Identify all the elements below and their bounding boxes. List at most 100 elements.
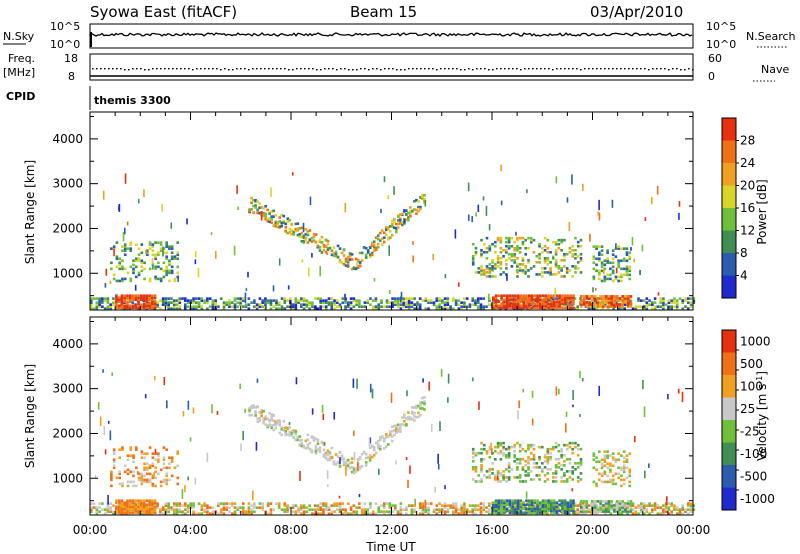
echo-cell — [527, 457, 530, 461]
echo-cell — [609, 464, 612, 468]
echo-cell — [440, 299, 444, 302]
echo-cell — [164, 297, 168, 300]
echo-cell — [525, 507, 528, 511]
echo-cell — [121, 277, 124, 281]
echo-cell — [128, 294, 132, 298]
echo-cell — [168, 269, 171, 273]
echo-cell — [413, 297, 416, 300]
echo-cell — [550, 511, 553, 515]
echo-cell — [278, 423, 282, 427]
echo-cell — [175, 508, 179, 511]
echo-cell — [569, 503, 572, 507]
echo-cell — [286, 231, 290, 235]
nave-dot — [176, 68, 178, 70]
echo-cell — [648, 504, 651, 507]
echo-cell — [532, 447, 536, 451]
nave-dot — [200, 68, 202, 70]
echo-cell — [492, 509, 495, 513]
echo-cell — [499, 267, 503, 270]
echo-cell — [590, 512, 593, 515]
echo-cell — [292, 233, 296, 236]
echo-cell — [347, 502, 350, 505]
echo-cell — [360, 305, 364, 308]
echo-cell — [117, 509, 121, 513]
echo-cell — [443, 307, 447, 310]
echo-cell — [378, 239, 382, 242]
echo-cell — [344, 297, 347, 300]
echo-cell — [662, 301, 665, 304]
nave-dot — [488, 69, 490, 71]
echo-cell — [576, 240, 580, 244]
echo-cell — [628, 251, 632, 255]
echo-cell — [312, 436, 316, 439]
echo-cell — [518, 449, 522, 453]
echo-cell — [554, 441, 558, 445]
echo-cell — [487, 512, 491, 515]
echo-cell — [170, 506, 173, 509]
echo-cell — [574, 267, 577, 270]
echo-cell — [145, 300, 149, 304]
echo-cell — [549, 267, 552, 270]
echo-cell — [294, 229, 298, 233]
echo-cell — [603, 456, 607, 460]
echo-cell — [514, 511, 517, 515]
echo-cell — [569, 509, 572, 513]
echo-cell — [403, 222, 406, 225]
echo-cell — [516, 468, 519, 471]
echo-cell — [95, 506, 99, 509]
echo-cell — [667, 307, 671, 310]
echo-cell — [595, 482, 598, 486]
echo-cell — [250, 504, 253, 507]
echo-cell — [92, 297, 96, 300]
echo-cell — [388, 430, 392, 434]
echo-cell — [521, 257, 525, 260]
echo-cell — [140, 251, 144, 255]
nave-dot — [396, 69, 398, 71]
echo-cell — [306, 443, 310, 447]
echo-cell — [527, 447, 530, 451]
echo-cell — [167, 506, 170, 509]
echo-cell — [405, 303, 408, 306]
echo-cell — [109, 280, 112, 284]
echo-cell — [120, 302, 124, 306]
echo-cell — [557, 443, 561, 447]
echo-cell — [418, 303, 422, 306]
echo-cell — [134, 259, 138, 263]
echo-cell — [598, 472, 601, 476]
echo-cell — [255, 307, 259, 310]
echo-cell — [518, 267, 522, 270]
echo-cell — [260, 205, 263, 209]
echo-cell — [497, 503, 501, 507]
echo-cell — [563, 254, 566, 258]
echo-cell — [576, 443, 580, 447]
echo-cell — [519, 507, 523, 511]
echo-cell — [645, 301, 649, 304]
echo-cell — [126, 509, 129, 513]
echo-cell — [590, 500, 594, 503]
echo-cell — [172, 508, 176, 511]
echo-cell — [527, 466, 530, 469]
echo-cell — [326, 453, 330, 456]
echo-cell — [131, 509, 135, 513]
echo-cell — [294, 303, 298, 306]
echo-cell — [530, 300, 534, 304]
echo-cell — [222, 305, 226, 308]
echo-cell — [563, 472, 566, 475]
echo-cell — [316, 438, 320, 442]
echo-cell — [384, 226, 388, 229]
echo-cell — [377, 510, 381, 513]
colorbar-tick-label: -1000 — [740, 492, 775, 506]
echo-cell — [606, 259, 609, 263]
echo-cell — [471, 299, 474, 302]
nave-dot — [220, 69, 222, 71]
echo-cell — [525, 296, 528, 300]
echo-cell — [118, 261, 121, 265]
echo-cell — [514, 501, 517, 505]
nave-dot — [556, 68, 558, 70]
echo-cell — [538, 298, 542, 302]
echo-cell — [686, 297, 690, 300]
nave-dot — [300, 68, 302, 70]
echo-cell — [566, 505, 570, 509]
echo-cell — [396, 305, 400, 308]
echo-cell — [524, 470, 528, 473]
